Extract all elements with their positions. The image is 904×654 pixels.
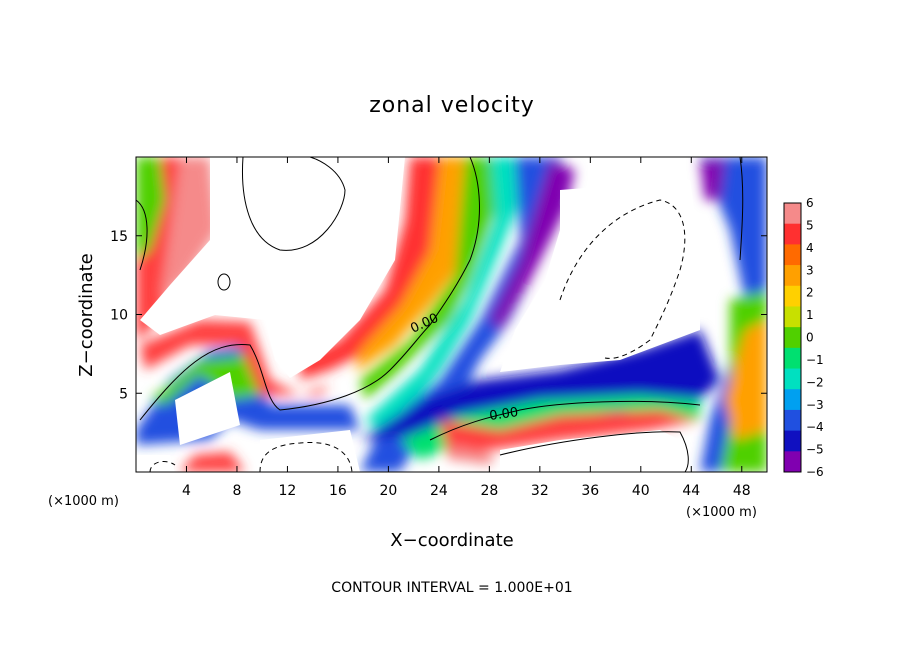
x-unit-label-left: (×1000 m) bbox=[48, 494, 119, 509]
colorbar-tick-label: −5 bbox=[806, 443, 824, 457]
chart-title: zonal velocity bbox=[369, 93, 535, 118]
colorbar-swatch bbox=[784, 223, 801, 245]
colorbar-tick-label: 2 bbox=[806, 286, 814, 300]
colorbar-tick-label: −2 bbox=[806, 375, 824, 389]
colorbar-swatch bbox=[784, 451, 801, 473]
y-tick-label: 5 bbox=[119, 386, 128, 402]
field-lower-left-green bbox=[150, 355, 262, 405]
y-axis-label: Z−coordinate bbox=[76, 253, 97, 376]
x-tick-label: 4 bbox=[182, 483, 191, 499]
colorbar-swatch bbox=[784, 203, 801, 225]
colorbar-tick-label: 0 bbox=[806, 331, 814, 345]
colorbar-swatch bbox=[784, 244, 801, 266]
x-tick-label: 36 bbox=[581, 483, 599, 499]
x-tick-label: 44 bbox=[682, 483, 700, 499]
field-jet-purple bbox=[490, 160, 575, 330]
x-tick-label: 8 bbox=[232, 483, 241, 499]
field-lower-left-red bbox=[140, 320, 330, 395]
colorbar-tick-label: 5 bbox=[806, 218, 814, 232]
colorbar-tick-label: −6 bbox=[806, 465, 824, 479]
colorbar-swatch bbox=[784, 409, 801, 432]
colorbar-swatch bbox=[784, 368, 801, 390]
field-jet-cyan bbox=[365, 157, 520, 430]
x-axis: 4 8 12 16 20 24 28 32 36 40 44 48 bbox=[182, 157, 751, 499]
colorbar: 6 5 4 3 2 1 0 −1 −2 −3 −4 −5 −6 bbox=[783, 196, 824, 479]
y-axis: 5 10 15 bbox=[110, 229, 767, 402]
colorbar-swatch bbox=[784, 285, 801, 307]
field-jet-orange bbox=[355, 157, 470, 372]
x-tick-label: 20 bbox=[379, 483, 397, 499]
x-tick-label: 32 bbox=[531, 483, 549, 499]
x-tick-label: 12 bbox=[279, 483, 297, 499]
x-unit-label-right: (×1000 m) bbox=[686, 505, 757, 520]
x-tick-label: 28 bbox=[480, 483, 498, 499]
field-right-purple bbox=[700, 160, 725, 200]
colorbar-tick-label: −3 bbox=[806, 398, 824, 412]
x-tick-label: 16 bbox=[329, 483, 347, 499]
field-lower-band-red bbox=[440, 410, 700, 460]
colorbar-swatch bbox=[784, 347, 801, 370]
colorbar-tick-label: 3 bbox=[806, 263, 814, 277]
x-tick-label: 40 bbox=[632, 483, 650, 499]
field-left-green bbox=[136, 157, 165, 260]
x-tick-label: 48 bbox=[733, 483, 751, 499]
colorbar-swatch bbox=[784, 430, 801, 452]
colorbar-tick-label: 1 bbox=[806, 308, 814, 322]
field-right-orange bbox=[725, 320, 767, 440]
colorbar-frame bbox=[783, 202, 802, 473]
field-bottom-red bbox=[180, 452, 245, 472]
y-tick-label: 10 bbox=[110, 308, 128, 324]
colorbar-tick-label: 4 bbox=[806, 241, 814, 255]
y-tick-label: 15 bbox=[110, 229, 128, 245]
colorbar-swatch bbox=[784, 306, 801, 328]
plot-area: 0.00 0.00 bbox=[136, 157, 767, 472]
field-jet-green bbox=[360, 157, 495, 400]
colorbar-tick-label: −4 bbox=[806, 420, 824, 434]
field-lower-band-pink bbox=[450, 445, 495, 465]
contour-label-2: 0.00 bbox=[488, 405, 519, 424]
colorbar-tick-label: −1 bbox=[806, 353, 824, 367]
colorbar-swatch bbox=[784, 327, 801, 349]
colorbar-tick-label: 6 bbox=[806, 196, 814, 210]
colorbar-swatch bbox=[784, 389, 801, 411]
x-tick-label: 24 bbox=[430, 483, 448, 499]
x-axis-label: X−coordinate bbox=[390, 530, 513, 551]
colorbar-swatch bbox=[784, 265, 801, 287]
contour-lines bbox=[136, 157, 744, 472]
contour-interval-note: CONTOUR INTERVAL = 1.000E+01 bbox=[331, 580, 572, 596]
field-left-edge bbox=[160, 157, 218, 300]
